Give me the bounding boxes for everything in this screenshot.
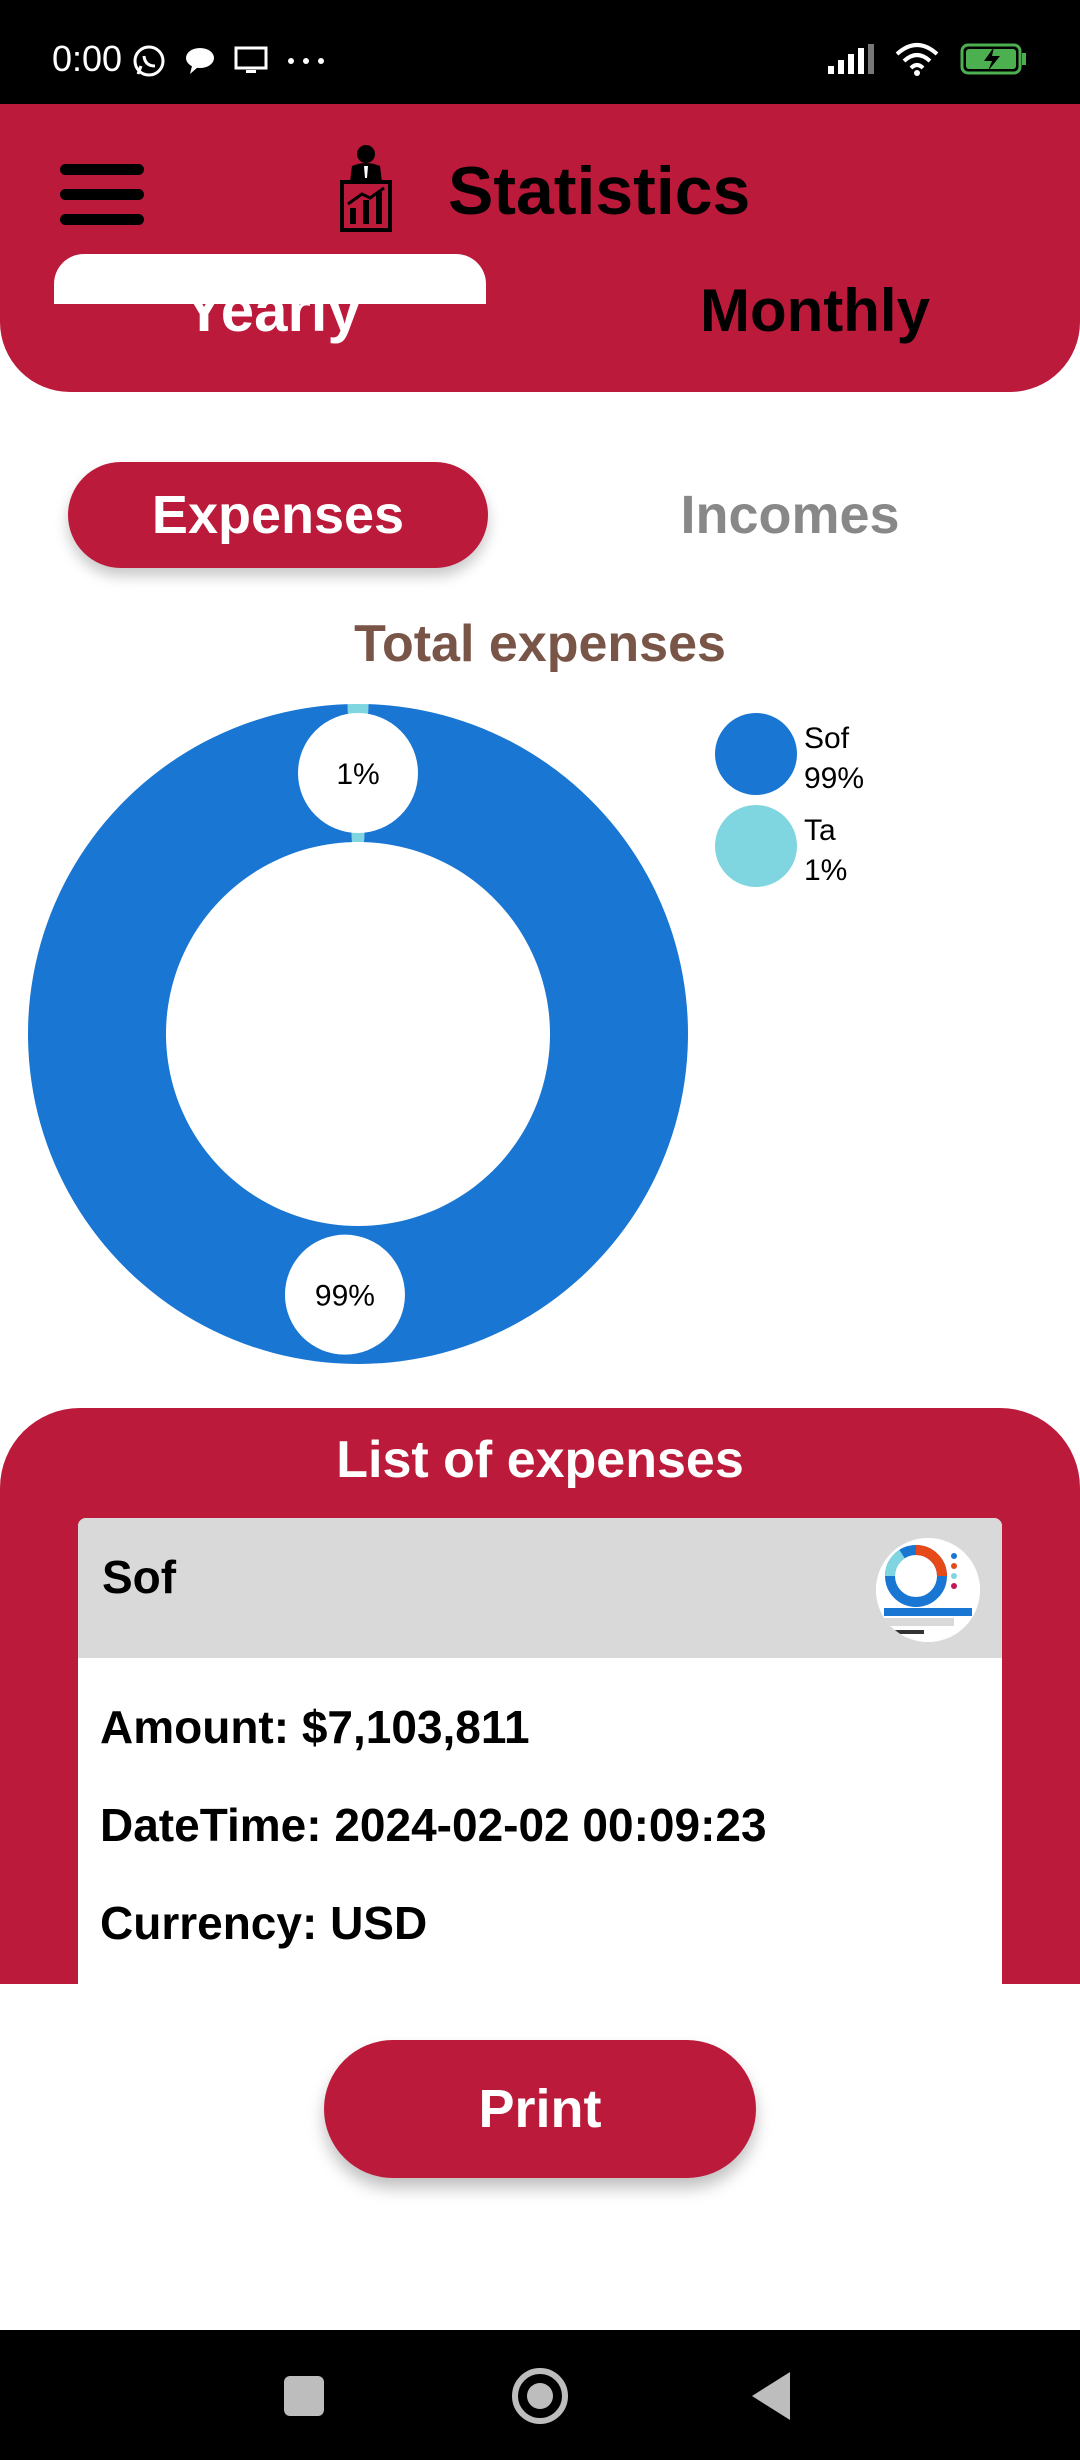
legend-label-sof: Sof [804, 722, 850, 755]
battery-charging-icon [960, 43, 1026, 75]
expenses-toggle-button[interactable]: Expenses [68, 462, 488, 568]
data-label-bubble [284, 1234, 405, 1355]
data-label-bubble [298, 713, 418, 833]
print-button[interactable]: Print [324, 2040, 756, 2178]
page-title: Statistics [448, 153, 751, 229]
expense-currency: Currency: USD [100, 1897, 428, 1949]
list-title: List of expenses [336, 1431, 744, 1489]
recents-icon[interactable] [284, 2376, 324, 2416]
tab-monthly[interactable]: Monthly [700, 277, 930, 344]
legend-swatch-ta [715, 805, 797, 887]
hamburger-menu-button[interactable] [60, 164, 144, 226]
expenses-donut-chart: 99% 1% Sof 99% Ta 1% [27, 704, 864, 1364]
legend-label-ta: Ta [804, 814, 836, 847]
hamburger-icon-bar [60, 214, 144, 225]
status-time: 0:00 [52, 38, 123, 79]
expense-card[interactable]: Sof Amount: $7,103,811 DateTime: 2024-02… [78, 1518, 1002, 1984]
person-chart-icon [340, 145, 392, 232]
more-dots-icon [288, 58, 324, 64]
screen-icon [234, 46, 268, 73]
chart-thumbnail-icon [876, 1538, 980, 1642]
status-system-icons [826, 42, 1028, 76]
legend-value-ta: 1% [804, 854, 847, 887]
app-header: Statistics Yearly Monthly [0, 104, 1080, 392]
hamburger-icon-bar [60, 189, 144, 200]
back-icon[interactable] [752, 2372, 790, 2420]
expenses-list-panel: List of expenses Sof Amount: $7,103,811 … [0, 1408, 1080, 1984]
incomes-toggle-button[interactable]: Incomes [680, 485, 900, 545]
data-label-sof: 99% [315, 1280, 375, 1313]
hamburger-icon [60, 164, 144, 175]
home-icon[interactable] [512, 2368, 568, 2424]
wifi-icon [895, 43, 939, 76]
legend-value-sof: 99% [804, 762, 864, 795]
expense-card-header: Sof [78, 1518, 1002, 1658]
system-nav-bar [0, 2330, 1080, 2460]
expense-amount: Amount: $7,103,811 [100, 1701, 530, 1753]
status-bar: 0:00 [0, 0, 1080, 104]
tab-selected-indicator [54, 254, 486, 304]
data-label-ta: 1% [336, 758, 379, 791]
whatsapp-icon [133, 45, 165, 77]
donut-slice-sof[interactable] [27, 704, 688, 1364]
status-notification-icons [132, 44, 326, 78]
chart-title: Total expenses [354, 615, 726, 673]
expense-datetime: DateTime: 2024-02-02 00:09:23 [100, 1799, 767, 1851]
expense-name: Sof [102, 1551, 177, 1603]
signal-icon [828, 44, 874, 74]
legend-swatch-sof [715, 713, 797, 795]
chat-bubble-icon [186, 48, 214, 74]
